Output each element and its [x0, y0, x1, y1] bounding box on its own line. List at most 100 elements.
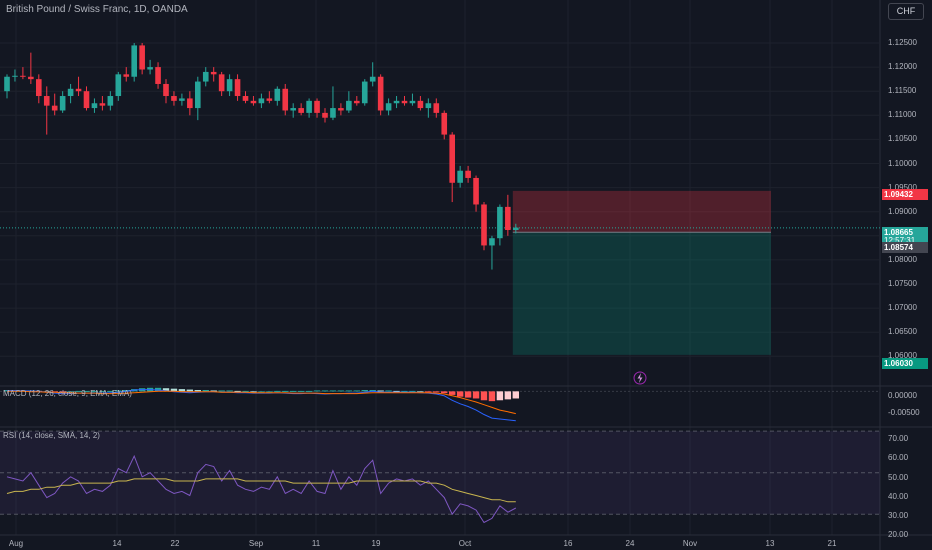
signal-line: [7, 390, 516, 415]
time-tick: Aug: [8, 539, 24, 548]
macd-histogram-bar: [393, 390, 400, 392]
candle-body: [258, 98, 265, 104]
candle-body: [473, 177, 479, 205]
price-tick: 1.10000: [888, 158, 917, 168]
candle-body: [155, 67, 161, 84]
target-price-tag: 1.06030: [882, 358, 928, 369]
macd-histogram-bar: [83, 390, 90, 392]
candle-body: [163, 83, 169, 97]
macd-histogram-bar: [496, 391, 504, 401]
macd-histogram-bar: [329, 390, 337, 392]
candle-body: [282, 88, 289, 111]
candle-body: [20, 75, 26, 77]
rsi-tick: 30.00: [888, 511, 909, 520]
candle-body: [12, 75, 18, 77]
macd-label[interactable]: MACD (12, 26, close, 9, EMA, EMA): [3, 389, 132, 398]
macd-tick: -0.00500: [888, 408, 920, 417]
candle-body: [306, 100, 312, 113]
candle-body: [226, 79, 233, 92]
stop-loss-zone: [512, 190, 771, 233]
candle-body: [441, 112, 448, 135]
time-tick: 21: [827, 539, 837, 548]
candle-body: [513, 227, 519, 231]
rsi-tick: 70.00: [888, 434, 909, 443]
macd-histogram-bar: [417, 391, 424, 393]
macd-histogram-bar: [353, 390, 360, 392]
candle-body: [28, 76, 34, 80]
time-tick: 22: [170, 539, 180, 548]
macd-histogram-bar: [433, 391, 440, 393]
candle-body: [465, 170, 471, 178]
rsi-ma-line: [6, 478, 516, 503]
take-profit-zone: [512, 232, 771, 355]
candle-body: [59, 96, 66, 111]
candle-body: [385, 103, 392, 111]
rsi-tick: 60.00: [888, 453, 909, 462]
price-tick: 1.07000: [888, 303, 917, 313]
candle-body: [202, 71, 209, 82]
macd-histogram-bar: [409, 390, 416, 392]
candle-body: [234, 79, 241, 97]
macd-histogram-bar: [107, 390, 114, 392]
macd-histogram-bar: [274, 390, 281, 392]
rsi-band: [0, 431, 880, 515]
macd-histogram-bar: [305, 390, 313, 392]
macd-histogram-bar: [91, 390, 98, 392]
candle-body: [409, 100, 416, 104]
rsi-tick: 20.00: [888, 530, 909, 539]
rsi-label[interactable]: RSI (14, close, SMA, 14, 2): [3, 431, 100, 440]
candle-body: [369, 76, 376, 82]
macd-histogram-bar: [464, 391, 472, 398]
macd-histogram-bar: [321, 390, 329, 392]
macd-histogram-bar: [313, 390, 321, 392]
candle-body: [107, 96, 114, 106]
candle-body: [417, 100, 424, 109]
candle-body: [242, 96, 249, 101]
candle-body: [250, 100, 257, 104]
macd-histogram-bar: [377, 390, 384, 392]
lightning-icon: [633, 371, 647, 385]
macd-histogram-bar: [162, 388, 170, 392]
candle-body: [218, 74, 225, 92]
macd-histogram-bar: [258, 391, 265, 393]
candle-body: [457, 170, 463, 183]
macd-histogram-bar: [345, 390, 353, 392]
candle-body: [266, 98, 273, 101]
candle-body: [425, 103, 432, 109]
price-tick: 1.11000: [888, 110, 917, 120]
price-tick: 1.12500: [888, 38, 917, 47]
stop-price-tag: 1.09432: [882, 189, 928, 200]
candle-body: [139, 45, 145, 70]
candle-body: [195, 81, 201, 109]
candle-body: [83, 91, 90, 109]
macd-histogram-bar: [99, 390, 106, 392]
time-tick: Sep: [248, 539, 264, 548]
macd-histogram-bar: [194, 390, 201, 392]
price-tick: 1.08000: [888, 254, 917, 264]
candle-body: [179, 98, 185, 101]
macd-histogram-bar: [75, 390, 82, 392]
candle-body: [147, 67, 153, 70]
time-tick: 14: [112, 539, 122, 548]
candle-body: [298, 108, 304, 113]
symbol-title[interactable]: British Pound / Swiss Franc, 1D, OANDA: [6, 4, 188, 15]
currency-button[interactable]: CHF: [888, 3, 924, 20]
current-price-tag: 1.08665: [882, 227, 928, 238]
candle-body: [123, 74, 130, 77]
candle-body: [497, 206, 503, 239]
lightning-icon: [637, 373, 643, 383]
macd-histogram-bar: [290, 390, 297, 392]
candle-body: [489, 238, 495, 246]
candle-body: [322, 112, 328, 118]
candle-body: [210, 71, 217, 75]
candle-body: [377, 76, 384, 111]
price-tick: 1.11500: [888, 86, 917, 96]
candle-body: [274, 88, 281, 101]
macd-histogram-bar: [425, 391, 432, 393]
macd-histogram-bar: [297, 390, 305, 392]
macd-histogram-bar: [512, 391, 519, 399]
time-tick: 16: [563, 539, 573, 548]
time-tick: 13: [765, 539, 775, 548]
candle-body: [43, 96, 50, 106]
